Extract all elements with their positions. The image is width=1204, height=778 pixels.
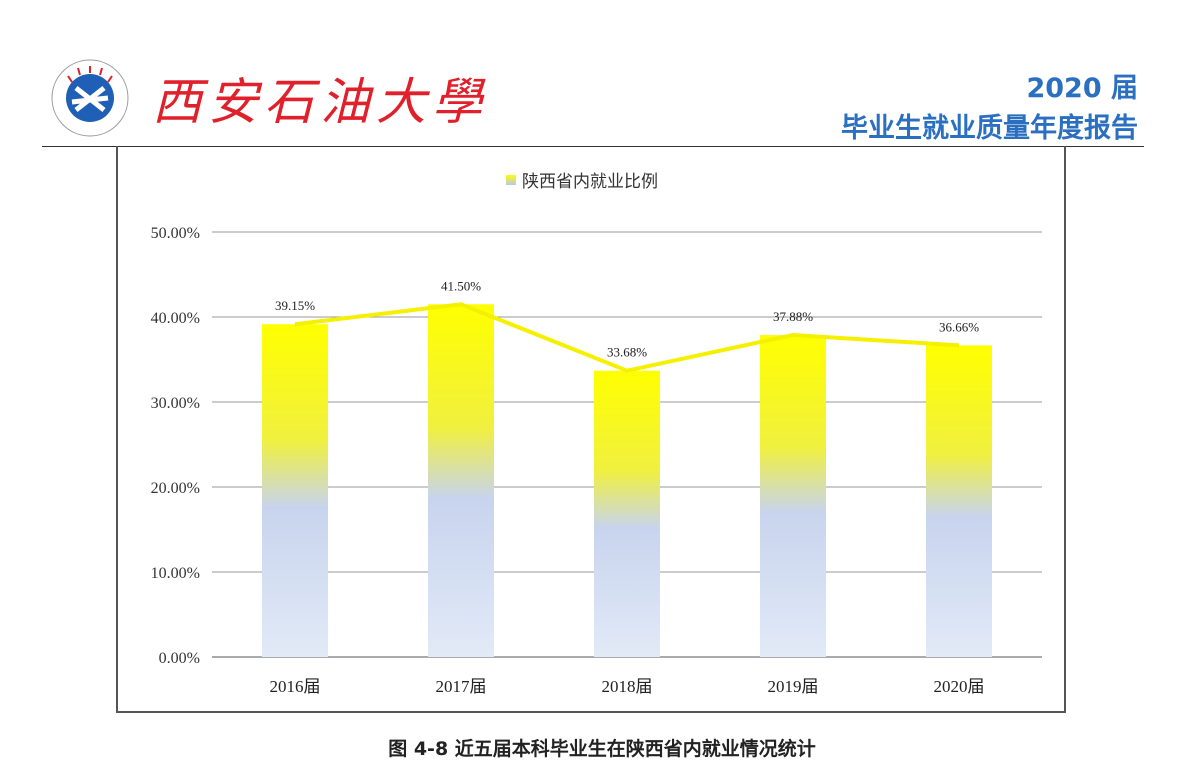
data-label: 33.68% [607, 345, 647, 360]
x-tick-label: 2016届 [270, 677, 321, 696]
report-title: 毕业生就业质量年度报告 [841, 113, 1138, 144]
x-tick-label: 2017届 [436, 677, 487, 696]
y-tick-label: 10.00% [151, 565, 200, 582]
x-tick-label: 2019届 [768, 677, 819, 696]
bar [926, 345, 992, 657]
x-tick-label: 2018届 [602, 677, 653, 696]
y-tick-label: 30.00% [151, 395, 200, 412]
y-tick-label: 20.00% [151, 480, 200, 497]
figure-caption: 图 4-8 近五届本科毕业生在陕西省内就业情况统计 [388, 738, 816, 760]
bar [760, 335, 826, 657]
data-label: 39.15% [275, 298, 315, 313]
bar [428, 304, 494, 657]
university-logo [51, 59, 129, 137]
legend-label: 陕西省内就业比例 [522, 172, 658, 192]
university-name: 西安石油大學 [152, 73, 488, 131]
legend: 陕西省内就业比例 [506, 172, 658, 192]
header-divider [42, 146, 1144, 147]
data-label: 36.66% [939, 319, 979, 334]
trend-line [294, 302, 960, 373]
data-label: 41.50% [441, 278, 481, 293]
y-tick-label: 40.00% [151, 310, 200, 327]
legend-swatch [506, 175, 516, 185]
report-year: 2020 届 [1026, 73, 1138, 104]
chart-frame [116, 146, 1066, 713]
bar [262, 324, 328, 657]
y-tick-label: 0.00% [159, 650, 200, 667]
data-label: 37.88% [773, 309, 813, 324]
bar [594, 370, 660, 657]
y-tick-label: 50.00% [151, 225, 200, 242]
x-tick-label: 2020届 [934, 677, 985, 696]
